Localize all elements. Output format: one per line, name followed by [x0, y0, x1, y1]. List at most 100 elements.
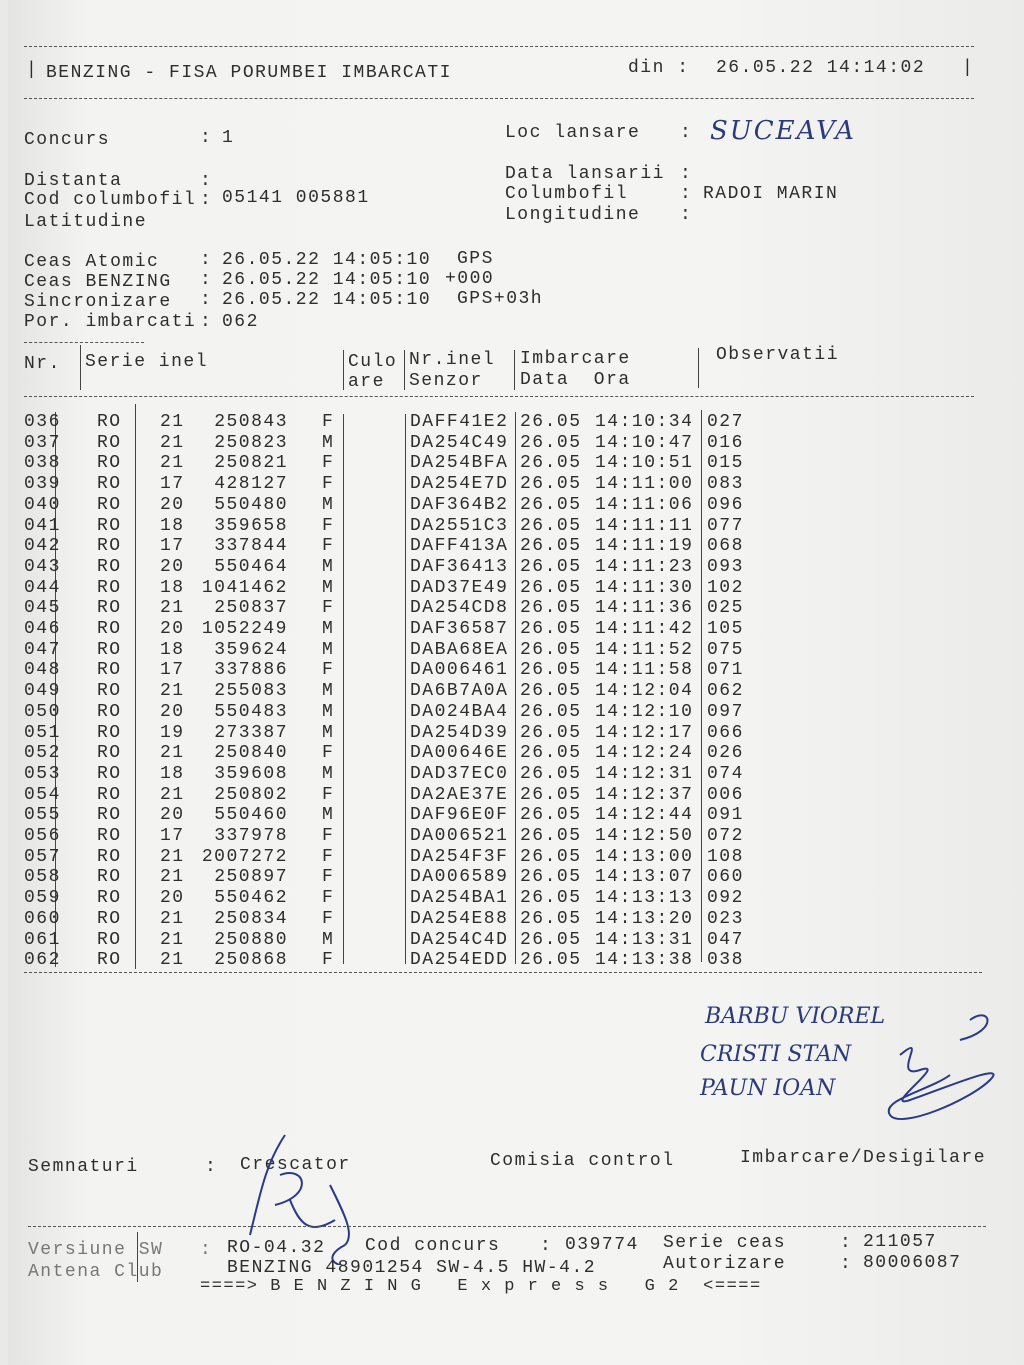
- column-line: [514, 350, 515, 390]
- cell-ring-number: 250840: [214, 743, 288, 764]
- cell-nr: 049: [24, 681, 61, 702]
- cell-country: RO: [97, 619, 122, 639]
- cell-date: 26.05: [520, 598, 582, 619]
- cell-year: 21: [160, 908, 185, 929]
- longitudine-label: Longitudine: [505, 205, 641, 225]
- cell-sex: F: [322, 784, 335, 805]
- column-line: [343, 350, 344, 390]
- cell-sex: F: [322, 598, 335, 619]
- cell-year: 21: [160, 950, 185, 971]
- cell-sensor: DA006589: [410, 867, 509, 888]
- cell-country: RO: [97, 888, 122, 909]
- cell-sex: F: [322, 453, 335, 474]
- column-line: [80, 345, 81, 390]
- signature-commission: [887, 1014, 995, 1121]
- cell-ring-number: 250868: [214, 950, 288, 971]
- colon: :: [680, 184, 693, 204]
- cell-observatii: 075: [707, 639, 744, 660]
- cell-observatii: 096: [707, 494, 744, 515]
- cell-nr: 036: [24, 412, 61, 432]
- cell-observatii: 025: [707, 598, 744, 619]
- cell-ring-number: 359608: [214, 763, 288, 784]
- cell-observatii: 016: [707, 432, 744, 453]
- cell-date: 26.05: [520, 784, 582, 805]
- cell-time: 14:12:24: [595, 743, 694, 764]
- cell-time: 14:12:50: [595, 826, 694, 846]
- cell-sex: M: [322, 556, 335, 577]
- cell-observatii: 083: [707, 474, 744, 495]
- cell-nr: 046: [24, 619, 61, 639]
- cell-observatii: 062: [707, 681, 744, 702]
- cell-country: RO: [97, 536, 122, 557]
- benzing-banner: ====> B E N Z I N G E x p r e s s G 2 <=…: [200, 1277, 762, 1296]
- document-title: BENZING - FISA PORUMBEI IMBARCATI: [46, 63, 452, 83]
- imbarcare-label: Imbarcare/Desigilare: [740, 1148, 987, 1168]
- cell-year: 17: [160, 826, 185, 846]
- versiune-value: RO-04.32: [227, 1238, 326, 1258]
- cell-observatii: 091: [707, 805, 744, 826]
- cell-ring-number: 337886: [214, 660, 288, 681]
- versiune-label: Versiune SW: [28, 1240, 164, 1260]
- header-culoare: Culo: [348, 352, 398, 372]
- cod-label: Cod columbofil: [24, 190, 197, 210]
- cell-ring-number: 250897: [214, 867, 288, 888]
- cell-country: RO: [97, 867, 122, 888]
- cell-country: RO: [97, 453, 122, 474]
- header-data-ora: Data Ora: [520, 370, 631, 390]
- cell-country: RO: [97, 432, 122, 453]
- cell-ring-number: 337844: [214, 536, 288, 557]
- cell-time: 14:12:17: [595, 722, 694, 743]
- cell-observatii: 023: [707, 908, 744, 929]
- cell-country: RO: [97, 826, 122, 846]
- cell-sensor: DA006461: [410, 660, 509, 681]
- cell-sensor: DAF36587: [410, 619, 509, 639]
- cell-nr: 061: [24, 929, 61, 950]
- cell-sex: M: [322, 763, 335, 784]
- cell-ring-number: 550464: [214, 556, 288, 577]
- colon: :: [840, 1233, 853, 1253]
- cell-sensor: DAD37EC0: [410, 763, 509, 784]
- cell-time: 14:13:13: [595, 888, 694, 909]
- cell-sensor: DA254CD8: [410, 598, 509, 619]
- cell-sensor: DA254F3F: [410, 846, 509, 867]
- cell-country: RO: [97, 556, 122, 577]
- cell-nr: 060: [24, 908, 61, 929]
- cell-sensor: DAF364B2: [410, 494, 509, 515]
- cell-observatii: 006: [707, 784, 744, 805]
- cell-date: 26.05: [520, 950, 582, 971]
- colon: :: [200, 270, 213, 290]
- border-bar: |: [26, 60, 39, 80]
- cell-observatii: 077: [707, 515, 744, 536]
- cell-nr: 054: [24, 784, 61, 805]
- column-line: [405, 414, 406, 964]
- cell-nr: 038: [24, 453, 61, 474]
- cell-sex: F: [322, 536, 335, 557]
- cell-observatii: 068: [707, 536, 744, 557]
- cell-nr: 051: [24, 722, 61, 743]
- colon: :: [840, 1254, 853, 1274]
- concurs-value: 1: [222, 128, 235, 148]
- colon: :: [200, 128, 225, 148]
- cell-ring-number: 2007272: [201, 846, 288, 867]
- cell-observatii: 102: [707, 577, 744, 598]
- autorizare-value: 80006087: [863, 1253, 962, 1273]
- cell-country: RO: [97, 722, 122, 743]
- cell-year: 17: [160, 474, 185, 495]
- cell-year: 21: [160, 432, 185, 453]
- cell-time: 14:13:07: [595, 867, 694, 888]
- cell-sex: F: [322, 950, 335, 971]
- cell-ring-number: 250843: [214, 412, 288, 432]
- header-culoare-2: are: [348, 372, 385, 392]
- cell-ring-number: 250837: [214, 598, 288, 619]
- cell-year: 21: [160, 743, 185, 764]
- colon: :: [200, 250, 213, 270]
- cell-time: 14:11:42: [595, 619, 694, 639]
- cell-observatii: 015: [707, 453, 744, 474]
- cell-year: 20: [160, 619, 185, 639]
- cell-sensor: DA6B7A0A: [410, 681, 509, 702]
- colon: :: [680, 205, 693, 225]
- cell-year: 20: [160, 556, 185, 577]
- cell-date: 26.05: [520, 908, 582, 929]
- cell-time: 14:10:51: [595, 453, 694, 474]
- cell-date: 26.05: [520, 929, 582, 950]
